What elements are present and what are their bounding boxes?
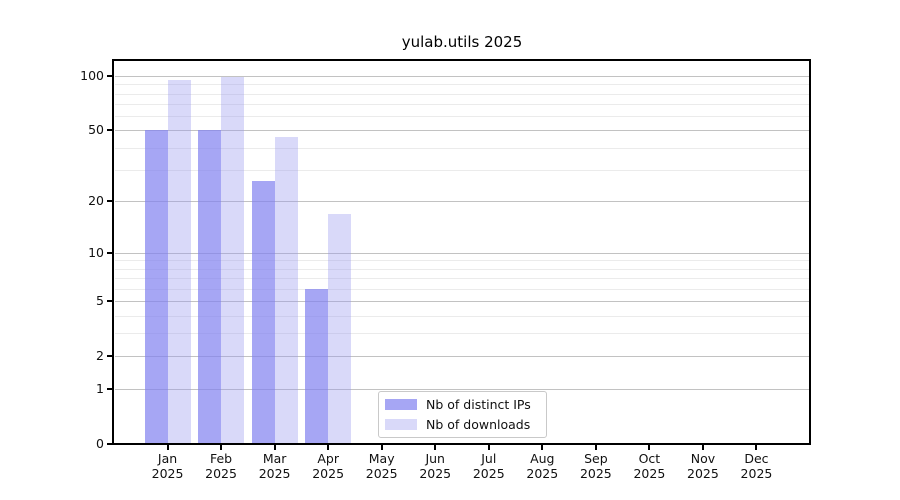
minor-gridline (115, 333, 809, 335)
bar-distinct-ips-jan (144, 130, 168, 444)
x-axis-tick (380, 445, 383, 450)
y-axis-spine (112, 59, 114, 445)
major-gridline (115, 252, 809, 254)
major-gridline (115, 201, 809, 203)
legend: Nb of distinct IPs Nb of downloads (378, 391, 547, 438)
minor-gridline (115, 315, 809, 317)
bar-downloads-mar (274, 136, 298, 444)
x-axis-tick (594, 445, 597, 450)
minor-gridline (115, 104, 809, 106)
x-axis-tick (220, 445, 223, 450)
minor-gridline (115, 170, 809, 172)
x-axis-label: Jan 2025 (151, 451, 184, 481)
y-axis-label: 10 (88, 244, 104, 260)
legend-label: Nb of downloads (426, 417, 531, 432)
plot-area (114, 60, 810, 444)
y-axis-label: 20 (88, 193, 104, 209)
bar-downloads-jan (167, 80, 191, 444)
x-axis-tick (327, 445, 330, 450)
y-axis-tick (107, 443, 112, 445)
minor-gridline (115, 147, 809, 149)
x-axis-label: Dec 2025 (740, 451, 773, 481)
x-axis-label: May 2025 (365, 451, 398, 481)
y-axis-tick (107, 387, 112, 390)
minor-gridline (115, 84, 809, 86)
legend-item: Nb of downloads (385, 417, 540, 433)
legend-swatch-distinct-ips (385, 399, 417, 410)
minor-gridline (115, 116, 809, 118)
right-spine (809, 59, 811, 445)
bar-downloads-apr (328, 213, 352, 444)
x-axis-label: Oct 2025 (633, 451, 666, 481)
x-axis-label: Sep 2025 (579, 451, 612, 481)
y-axis-tick (107, 300, 112, 303)
bar-downloads-feb (221, 76, 245, 444)
x-axis-label: Apr 2025 (312, 451, 345, 481)
legend-swatch-downloads (385, 419, 417, 430)
y-axis-tick (107, 129, 112, 132)
major-gridline (115, 356, 809, 358)
y-axis-label: 5 (96, 293, 104, 309)
x-axis-spine (112, 443, 811, 445)
minor-gridline (115, 93, 809, 95)
y-axis-label: 100 (80, 68, 104, 83)
y-axis-tick (107, 75, 112, 77)
x-axis-tick (434, 445, 437, 450)
x-axis-label: Jul 2025 (472, 451, 505, 481)
bar-distinct-ips-feb (198, 130, 222, 444)
y-axis-tick (107, 355, 112, 358)
bar-distinct-ips-mar (251, 181, 275, 444)
y-axis-tick (107, 251, 112, 254)
x-axis-tick (541, 445, 544, 450)
minor-gridline (115, 260, 809, 262)
x-axis-tick (648, 445, 651, 450)
x-axis-label: Aug 2025 (526, 451, 559, 481)
x-axis-tick (166, 445, 169, 450)
minor-gridline (115, 288, 809, 290)
legend-label: Nb of distinct IPs (426, 397, 531, 412)
minor-gridline (115, 268, 809, 270)
y-axis-tick (107, 200, 112, 203)
x-axis-label: Jun 2025 (419, 451, 452, 481)
y-axis-label: 1 (96, 380, 104, 396)
chart-title: yulab.utils 2025 (401, 33, 523, 51)
x-axis-tick (755, 445, 758, 450)
legend-item: Nb of distinct IPs (385, 397, 540, 413)
major-gridline (115, 301, 809, 303)
top-spine (112, 59, 811, 61)
x-axis-tick (487, 445, 490, 450)
x-axis-tick (273, 445, 276, 450)
x-axis-label: Feb 2025 (205, 451, 237, 481)
x-axis-tick (701, 445, 704, 450)
major-gridline (115, 130, 809, 132)
major-gridline (115, 76, 809, 77)
y-axis-label: 0 (96, 436, 104, 451)
minor-gridline (115, 278, 809, 280)
y-axis-label: 2 (96, 348, 104, 364)
major-gridline (115, 388, 809, 390)
y-axis-label: 50 (88, 122, 104, 138)
x-axis-label: Nov 2025 (687, 451, 719, 481)
x-axis-label: Mar 2025 (258, 451, 291, 481)
bar-distinct-ips-apr (305, 288, 329, 444)
